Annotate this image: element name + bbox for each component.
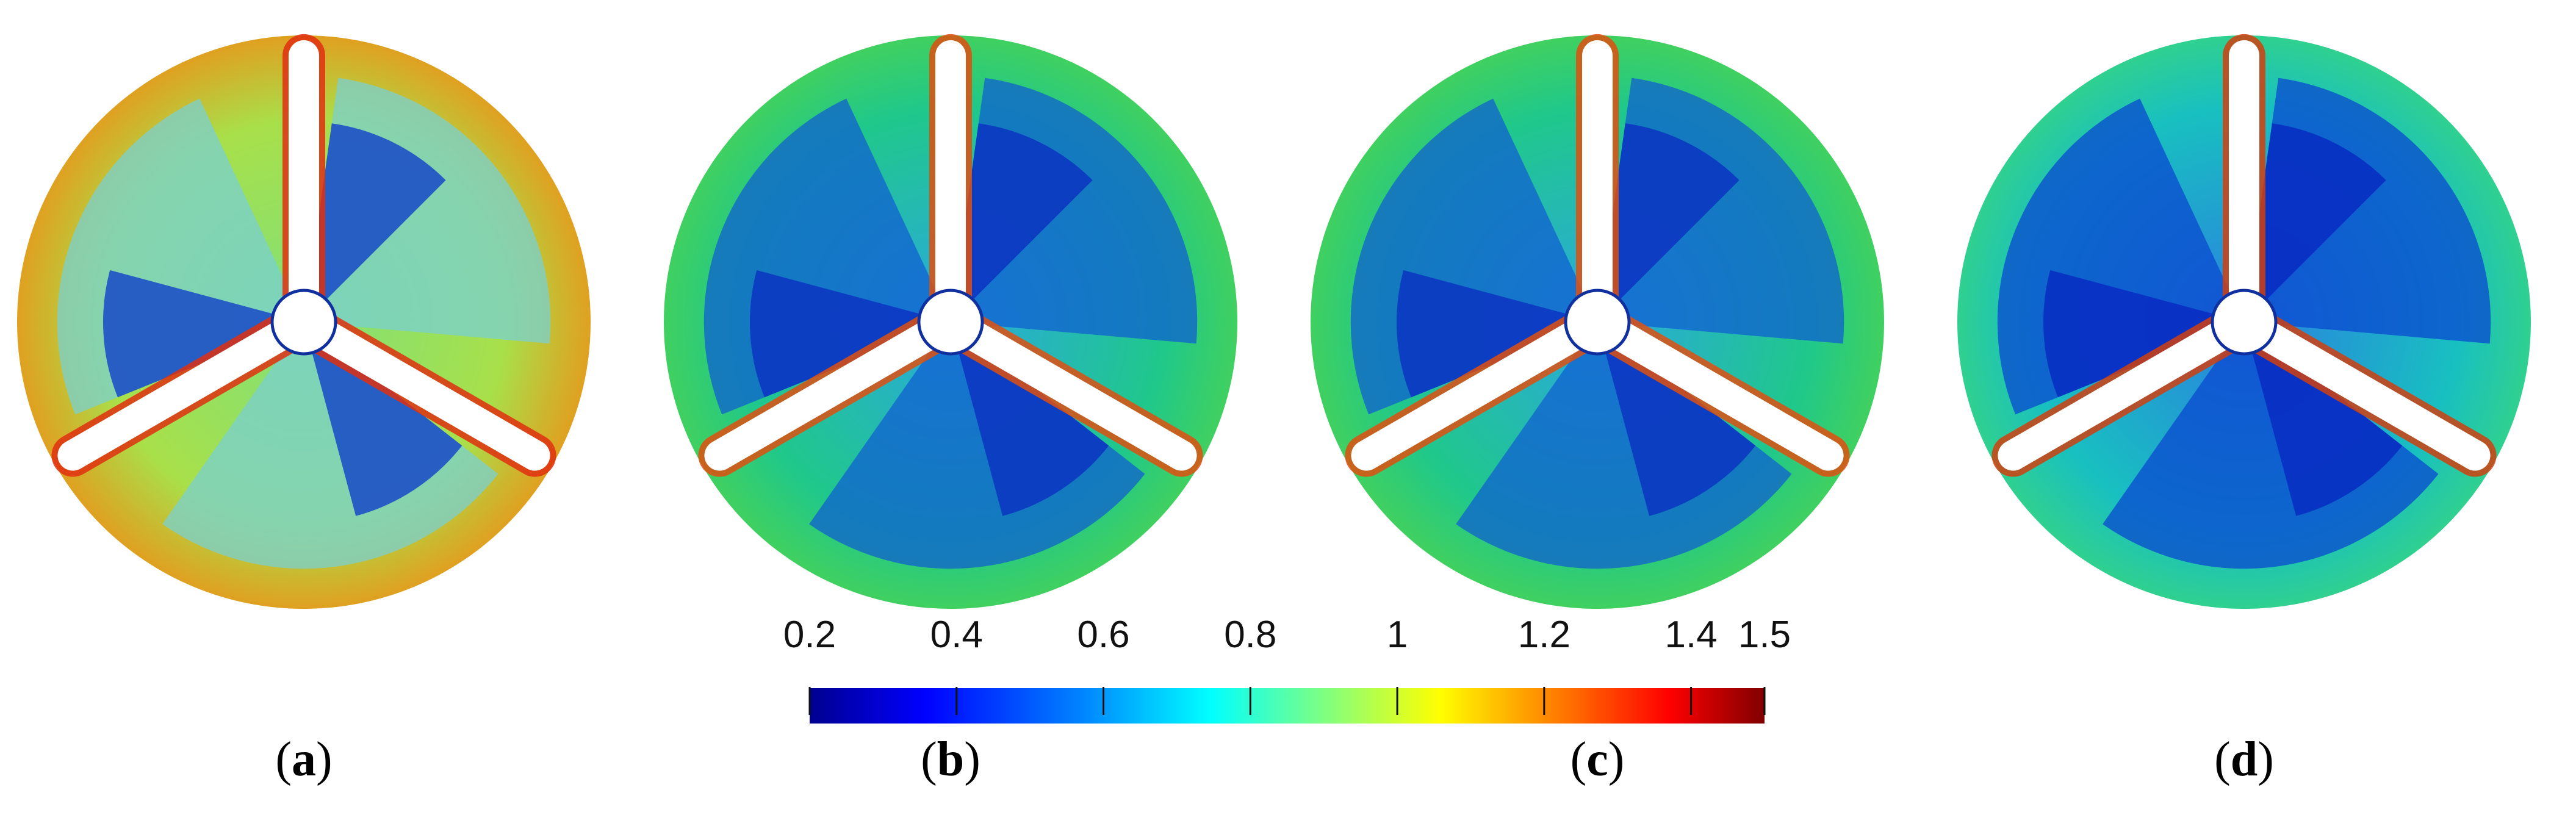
rotor-panels — [17, 34, 2531, 609]
turbine-blade — [1998, 307, 2259, 471]
wake-region — [162, 322, 498, 569]
rotor-panel-b — [664, 34, 1237, 609]
turbine-blade — [935, 307, 1197, 471]
turbine-blade — [57, 307, 319, 471]
colorbar — [808, 687, 1766, 724]
wake-region — [809, 322, 1145, 569]
panel-label-c: (c) — [1570, 733, 1625, 786]
turbine-blade — [289, 307, 550, 471]
colorbar-tick-label: 0.8 — [1224, 614, 1277, 656]
wake-region — [1456, 322, 1792, 569]
rotor-hub — [270, 289, 337, 356]
panel-label-d: (d) — [2214, 733, 2274, 786]
low-velocity-core — [304, 322, 462, 516]
low-velocity-core — [1597, 123, 1740, 322]
low-velocity-core — [951, 123, 1093, 322]
rotor-hub — [1564, 289, 1631, 356]
low-velocity-core — [1597, 322, 1756, 516]
turbine-blade — [1582, 307, 1844, 471]
turbine-blade — [2229, 307, 2491, 471]
wake-region — [2103, 322, 2439, 569]
low-velocity-core — [2244, 123, 2386, 322]
colorbar-tick-label: 0.6 — [1077, 614, 1130, 656]
rotor-panel-d — [1957, 34, 2531, 609]
rotor-panel-c — [1311, 34, 1884, 609]
colorbar-tick-label: 1.4 — [1664, 614, 1718, 656]
colorbar-tick-label: 1 — [1386, 614, 1408, 656]
low-velocity-core — [951, 322, 1109, 516]
low-velocity-core — [304, 123, 446, 322]
colorbar-gradient — [810, 688, 1765, 724]
low-velocity-core — [1397, 270, 1597, 398]
panel-label-a: (a) — [275, 733, 333, 786]
rotor-hub — [2211, 289, 2278, 356]
colorbar-ticks — [808, 687, 1766, 715]
rotor-panel-a — [17, 34, 591, 609]
colorbar-tick-label: 1.2 — [1517, 614, 1570, 656]
low-velocity-core — [103, 270, 304, 398]
colorbar-tick-label: 0.4 — [930, 614, 983, 656]
colorbar-tick-label: 0.2 — [783, 614, 836, 656]
low-velocity-core — [750, 270, 951, 398]
rotor-hub — [917, 289, 984, 356]
panel-label-b: (b) — [921, 733, 980, 786]
turbine-blade — [704, 307, 966, 471]
colorbar-tick-label: 1.5 — [1738, 614, 1791, 656]
low-velocity-core — [2244, 322, 2403, 516]
low-velocity-core — [2043, 270, 2244, 398]
turbine-blade — [1351, 307, 1613, 471]
